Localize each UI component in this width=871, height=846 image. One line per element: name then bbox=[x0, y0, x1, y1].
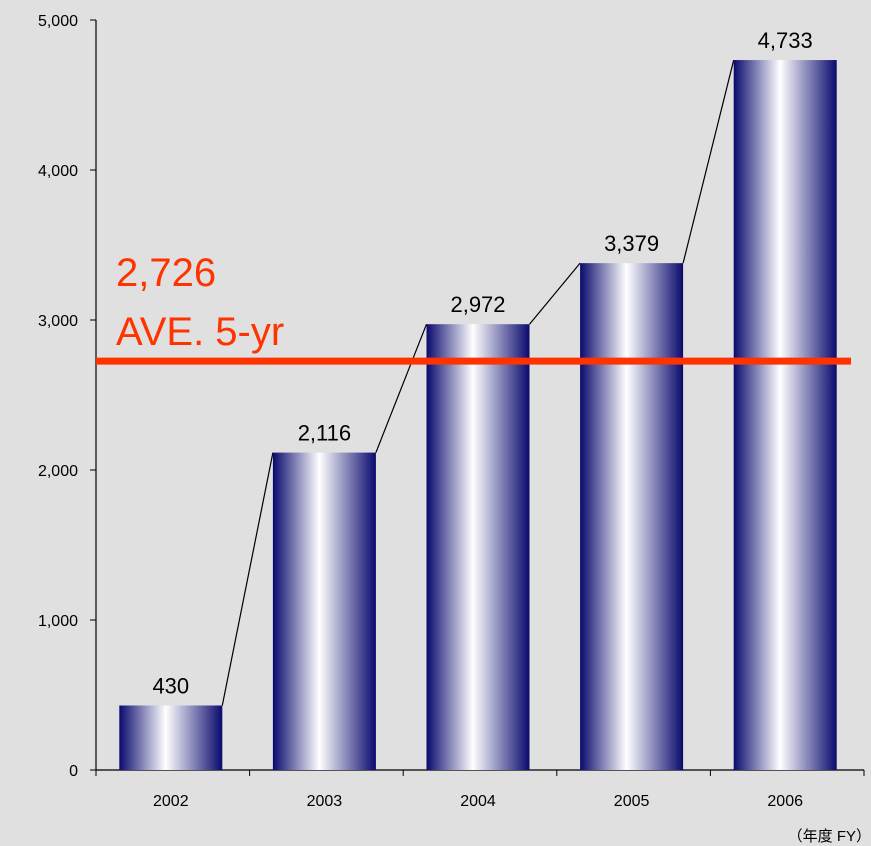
y-tick-label: 3,000 bbox=[38, 313, 78, 330]
y-tick-label: 1,000 bbox=[38, 613, 78, 630]
y-tick-label: 4,000 bbox=[38, 163, 78, 180]
connector-lines bbox=[221, 59, 735, 706]
connector-line bbox=[375, 323, 428, 453]
y-tick-label: 2,000 bbox=[38, 463, 78, 480]
category-labels: 2002 2003 2004 2005 2006 bbox=[153, 793, 803, 810]
data-label-2006: 4,733 bbox=[758, 28, 813, 53]
bar-2006 bbox=[733, 60, 837, 771]
data-label-2005: 3,379 bbox=[604, 231, 659, 256]
average-label: AVE. 5-yr bbox=[116, 310, 284, 354]
bar-2002 bbox=[119, 705, 223, 770]
x-ticks bbox=[95, 770, 865, 776]
data-label-2002: 430 bbox=[152, 674, 189, 699]
data-labels: 430 2,116 2,972 3,379 4,733 bbox=[152, 28, 812, 698]
category-label-2003: 2003 bbox=[307, 793, 343, 810]
bar-2003 bbox=[272, 452, 376, 770]
bar-2005 bbox=[580, 263, 684, 770]
category-label-2002: 2002 bbox=[153, 793, 189, 810]
connector-line bbox=[529, 262, 581, 325]
x-unit-label: （年度 FY） bbox=[788, 828, 871, 845]
bar-2004 bbox=[426, 324, 530, 770]
y-tick-label: 5,000 bbox=[38, 13, 78, 30]
bars bbox=[119, 60, 837, 771]
category-label-2004: 2004 bbox=[460, 793, 496, 810]
average-value-label: 2,726 bbox=[116, 251, 216, 295]
connector-line bbox=[221, 452, 274, 706]
y-tick-label: 0 bbox=[69, 763, 78, 780]
category-label-2006: 2006 bbox=[767, 793, 803, 810]
data-label-2004: 2,972 bbox=[450, 292, 505, 317]
y-ticks: 0 1,000 2,000 3,000 4,000 5,000 bbox=[38, 13, 96, 780]
connector-line bbox=[682, 59, 735, 264]
category-label-2005: 2005 bbox=[614, 793, 650, 810]
data-label-2003: 2,116 bbox=[298, 421, 351, 446]
